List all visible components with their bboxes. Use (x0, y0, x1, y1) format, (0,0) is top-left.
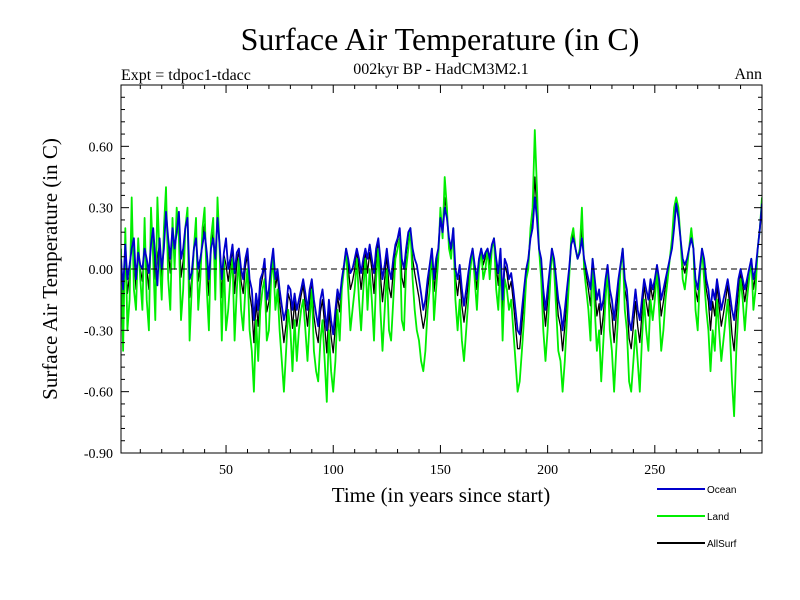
y-tick-label: 0.00 (89, 263, 114, 278)
chart-title: Surface Air Temperature (in C) (241, 21, 640, 57)
x-tick-label: 150 (430, 463, 451, 478)
y-tick-label: -0.60 (84, 386, 113, 401)
legend-label-land: Land (707, 512, 729, 523)
y-tick-label: 0.60 (89, 140, 114, 155)
x-tick-labels: 50 100 150 200 250 (219, 463, 665, 478)
season-label: Ann (734, 66, 762, 83)
series-line-ocean (121, 196, 762, 336)
ticks-layer (121, 85, 762, 454)
x-axis-label: Time (in years since start) (332, 483, 551, 507)
series-line-land (121, 129, 762, 418)
series-layer (121, 129, 762, 418)
y-tick-label: -0.30 (84, 324, 113, 339)
experiment-label: Expt = tdpoc1-tdacc (121, 67, 251, 84)
x-tick-label: 200 (537, 463, 558, 478)
legend-label-ocean: Ocean (707, 485, 736, 496)
y-tick-label: -0.90 (84, 447, 113, 462)
x-tick-label: 100 (323, 463, 344, 478)
y-tick-labels: -0.90 -0.60 -0.30 0.00 0.30 0.60 (84, 140, 113, 462)
x-tick-label: 250 (644, 463, 665, 478)
x-tick-label: 50 (219, 463, 233, 478)
chart-subtitle: 002kyr BP - HadCM3M2.1 (353, 61, 528, 78)
legend: Ocean Land AllSurf (657, 485, 737, 550)
y-tick-label: 0.30 (89, 202, 114, 217)
legend-label-allsurf: AllSurf (707, 539, 737, 550)
y-axis-label: Surface Air Temperature (in C) (38, 138, 62, 400)
